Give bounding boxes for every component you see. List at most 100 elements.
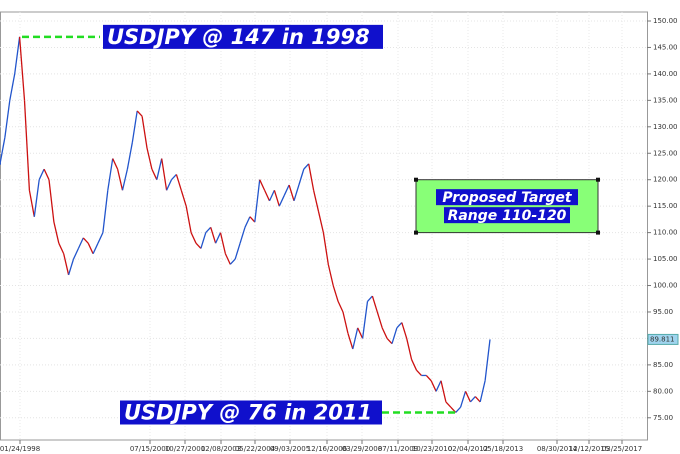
x-tick-label: 12/16/2006 [307,445,348,453]
x-tick-label: 07/11/2009 [378,445,418,453]
y-tick-label: 80.00 [653,387,673,395]
price-segment [239,227,246,244]
price-segment [376,311,383,329]
price-segment [396,322,403,329]
price-segment [156,158,163,180]
price-segment [121,168,129,191]
price-segment [273,190,280,207]
price-segment [357,327,364,339]
y-tick-label: 125.00 [653,149,678,157]
price-segment [283,184,290,196]
price-segment [479,380,486,403]
price-segment [28,190,35,217]
price-segment [116,168,124,191]
last-price-box [647,333,679,345]
target-text-bg [444,207,570,224]
target-handle [414,177,418,182]
price-segment [224,253,231,265]
target-handle [414,230,418,235]
x-tick-label: 07/15/2000 [130,445,170,453]
price-segment [205,226,212,234]
price-segment [219,232,227,254]
price-segment [87,242,94,255]
price-segment [82,237,89,244]
price-segment [322,232,329,265]
price-segment [166,179,173,191]
price-segment [126,142,133,170]
target-text: Proposed Target [442,190,572,206]
price-segment [464,391,471,403]
x-tick-label: 10/27/2001 [165,445,205,453]
price-segment [23,100,31,191]
x-tick-label: 10/23/2010 [412,445,452,453]
price-segment [234,243,241,260]
price-segment [244,216,251,228]
price-segment [371,295,378,313]
price-segment [72,248,79,260]
price-segment [288,184,295,202]
price-segment [58,242,65,255]
price-segment [180,190,187,207]
x-tick-label: 05/18/2013 [483,445,523,453]
target-text-bg [436,189,578,206]
price-segment [112,158,119,170]
price-segment [136,110,143,117]
y-tick-label: 100.00 [653,282,678,290]
price-segment [215,232,222,244]
price-segment [268,190,275,202]
price-segment [386,337,393,345]
price-segment [327,264,334,286]
price-segment [411,359,418,371]
price-segment [249,216,256,223]
price-segment [401,322,408,339]
annotation-box [103,24,383,49]
price-segment [391,327,398,344]
price-segment [484,339,491,381]
price-segment [185,206,192,233]
price-segment [259,179,266,191]
price-segment [141,116,148,149]
price-segment [337,301,344,313]
price-segment [308,163,315,191]
x-tick-label: 01/24/1998 [0,445,40,453]
price-segment [171,173,177,181]
price-segment [254,179,261,223]
price-segment [0,137,6,164]
y-tick-label: 95.00 [653,308,673,316]
price-segment [63,253,70,276]
price-segment [367,295,373,302]
price-segment [9,73,16,101]
y-tick-label: 110.00 [653,229,678,237]
target-text: Range 110-120 [448,208,567,224]
price-segment [175,174,182,191]
x-tick-label: 08/30/2014 [537,445,578,453]
price-segment [14,36,21,74]
x-tick-label: 09/03/2005 [270,445,310,453]
x-tick-label: 02/08/2003 [201,445,241,453]
y-tick-label: 130.00 [653,123,678,131]
y-tick-label: 85.00 [653,361,673,369]
price-segment [459,391,467,408]
price-segment [347,332,354,350]
price-segment [469,396,476,403]
price-segment [455,406,462,413]
price-segment [195,242,202,249]
price-segment [342,311,349,334]
price-segment [33,179,40,217]
price-segment [303,163,310,170]
y-tick-label: 135.00 [653,96,678,104]
price-segment [38,168,45,180]
price-segment [77,237,84,249]
price-segment [278,195,285,207]
price-segment [440,380,447,403]
price-segment [4,100,11,138]
price-segment [293,184,300,202]
price-segment [190,232,197,244]
price-segment [131,110,138,143]
price-segment [317,211,325,233]
price-segment [435,380,442,392]
x-tick-label: 03/29/2008 [342,445,382,453]
price-segment [200,232,207,249]
price-segment [430,380,437,392]
